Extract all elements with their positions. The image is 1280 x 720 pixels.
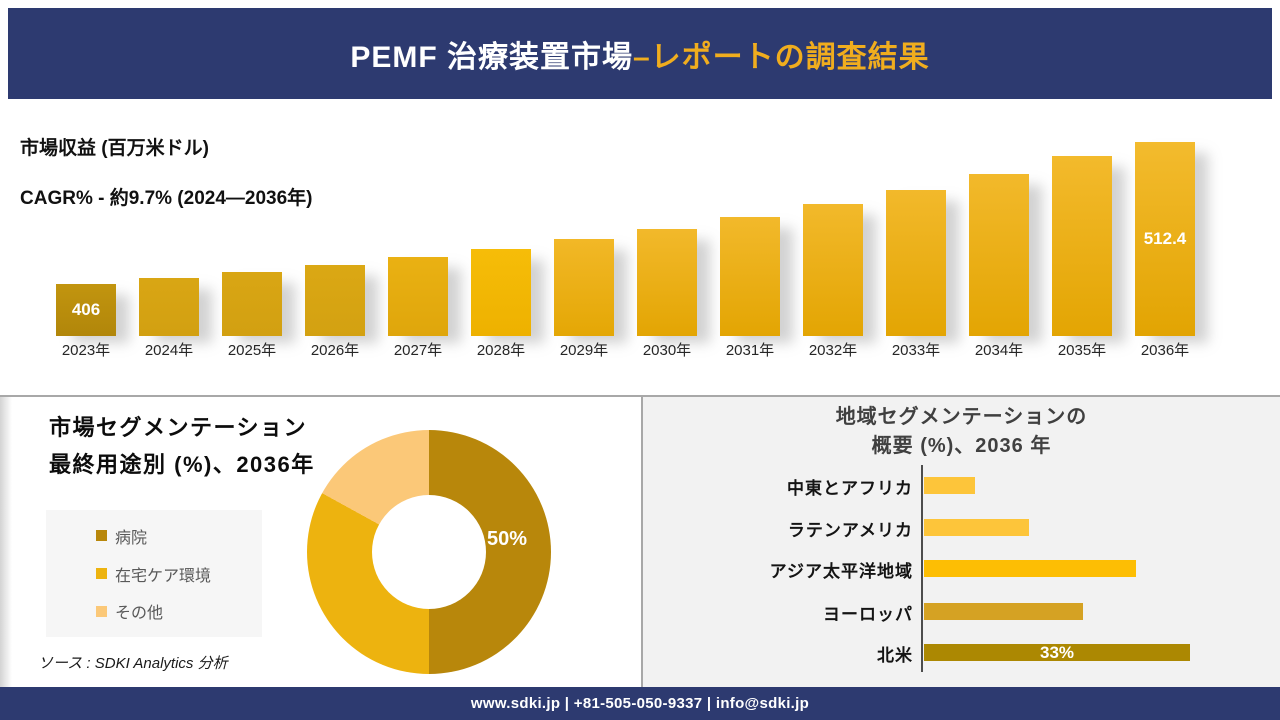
region-bar-4 xyxy=(924,603,1083,620)
revenue-bars: 406 2023年 2024年 2025年 2026年 2027年 2028年 2029年 20… xyxy=(56,99,1195,362)
x-axis-label: 2032年 xyxy=(808,342,858,359)
donut-segment-label: 50% xyxy=(487,528,528,550)
revenue-bar-2034 xyxy=(969,174,1029,336)
x-axis-label: 2031年 xyxy=(725,342,775,359)
revenue-bar-2036: 512.4 xyxy=(1135,142,1195,336)
revenue-axis-title: 市場収益 (百万米ドル) xyxy=(20,138,209,159)
revenue-bar-column: 406 2023年 xyxy=(56,99,116,362)
region-label: 中東とアフリカ xyxy=(787,479,913,498)
bar-value-label: 512.4 xyxy=(1143,229,1187,248)
revenue-bar-column: 2035年 xyxy=(1052,99,1112,362)
region-bar-value-label: 33% xyxy=(1039,642,1075,662)
regional-segmentation-panel: 地域セグメンテーションの 概要 (%)、2036 年 中東とアフリカ ラテンアメリ… xyxy=(641,397,1280,687)
region-label: ヨーロッパ xyxy=(823,605,913,624)
revenue-bar-column: 2029年 xyxy=(554,99,614,362)
region-bar-3 xyxy=(924,560,1136,577)
regional-title-line1: 地域セグメンテーションの xyxy=(835,406,1088,428)
legend-item: その他 xyxy=(46,599,262,623)
revenue-bar-2032 xyxy=(803,204,863,336)
legend-label: 在宅ケア環境 xyxy=(115,567,212,585)
header-banner: PEMF 治療装置市場 –レポートの調査結果 xyxy=(8,8,1272,99)
donut-legend: 病院在宅ケア環境 その他 xyxy=(46,510,262,637)
x-axis-label: 2036年 xyxy=(1140,342,1190,359)
region-label: ラテンアメリカ xyxy=(787,521,913,540)
horizontal-divider xyxy=(0,395,1280,397)
x-axis-label: 2034年 xyxy=(974,342,1024,359)
x-axis-label: 2029年 xyxy=(559,342,609,359)
enduse-segmentation-panel: 市場セグメンテーション 最終用途別 (%)、2036年 病院 在宅ケア環境 その他 … xyxy=(0,397,641,687)
x-axis-label: 2028年 xyxy=(476,342,526,359)
regional-chart-title: 地域セグメンテーションの 概要 (%)、2036 年 xyxy=(643,403,1280,461)
region-bar-1 xyxy=(924,477,975,494)
cagr-note: CAGR% - 約9.7% (2024―2036年) xyxy=(20,188,313,209)
revenue-bar-2033 xyxy=(886,190,946,336)
enduse-title-line2: 最終用途別 (%)、2036年 xyxy=(49,452,315,477)
revenue-bar-2027 xyxy=(388,257,448,336)
legend-item: 病院 xyxy=(46,524,262,548)
revenue-bar-2030 xyxy=(637,229,697,336)
revenue-bar-2035 xyxy=(1052,156,1112,336)
x-axis-label: 2033年 xyxy=(891,342,941,359)
enduse-title-line1: 市場セグメンテーション xyxy=(49,415,308,440)
x-axis-label: 2030年 xyxy=(642,342,692,359)
legend-item: 在宅ケア環境 xyxy=(46,562,262,586)
revenue-bar-column: 2027年 xyxy=(388,99,448,362)
legend-swatch xyxy=(96,530,107,542)
revenue-bar-column: 2034年 xyxy=(969,99,1029,362)
revenue-bar-column: 2032年 xyxy=(803,99,863,362)
x-axis-label: 2026年 xyxy=(310,342,360,359)
region-bar-2 xyxy=(924,519,1029,536)
revenue-bar-column: 512.4 2036年 xyxy=(1135,99,1195,362)
footer-contact-text: www.sdki.jp | +81-505-050-9337 | info@sd… xyxy=(470,695,810,712)
revenue-bar-2026 xyxy=(305,265,365,336)
enduse-donut-chart: 50% xyxy=(307,430,551,674)
revenue-bar-column: 2026年 xyxy=(305,99,365,362)
revenue-bar-column: 2031年 xyxy=(720,99,780,362)
legend-label: その他 xyxy=(115,605,164,623)
legend-swatch xyxy=(96,568,107,579)
source-note: ソース : SDKI Analytics 分析 xyxy=(38,655,228,672)
regional-title-line2: 概要 (%)、2036 年 xyxy=(871,435,1052,457)
revenue-bar-column: 2024年 xyxy=(139,99,199,362)
region-label: 北米 xyxy=(877,646,913,665)
legend-swatch xyxy=(96,605,107,617)
legend-label: 病院 xyxy=(115,529,148,547)
revenue-bar-2024 xyxy=(139,278,199,336)
x-axis-label: 2024年 xyxy=(144,342,194,359)
x-axis-label: 2023年 xyxy=(61,342,111,359)
x-axis-label: 2027年 xyxy=(393,342,443,359)
revenue-bar-2031 xyxy=(720,217,780,336)
footer-bar: www.sdki.jp | +81-505-050-9337 | info@sd… xyxy=(0,687,1280,720)
page-title-white: PEMF 治療装置市場 xyxy=(350,40,633,74)
revenue-bar-2028 xyxy=(471,249,531,336)
revenue-bar-2029 xyxy=(554,239,614,336)
page-title-gold: –レポートの調査結果 xyxy=(632,40,930,74)
revenue-chart-section: 市場収益 (百万米ドル) CAGR% - 約9.7% (2024―2036年) … xyxy=(0,99,1280,395)
regional-axis-line xyxy=(921,465,923,672)
revenue-bar-column: 2030年 xyxy=(637,99,697,362)
region-bar-5: 33% xyxy=(924,642,1190,662)
revenue-bar-column: 2025年 xyxy=(222,99,282,362)
revenue-bar-2023: 406 xyxy=(56,284,116,336)
bar-value-label: 406 xyxy=(71,300,101,319)
x-axis-label: 2035年 xyxy=(1057,342,1107,359)
x-axis-label: 2025年 xyxy=(227,342,277,359)
revenue-bar-column: 2033年 xyxy=(886,99,946,362)
region-label: アジア太平洋地域 xyxy=(769,562,913,581)
revenue-bar-2025 xyxy=(222,272,282,336)
enduse-chart-title: 市場セグメンテーション 最終用途別 (%)、2036年 xyxy=(49,409,315,483)
revenue-bar-column: 2028年 xyxy=(471,99,531,362)
